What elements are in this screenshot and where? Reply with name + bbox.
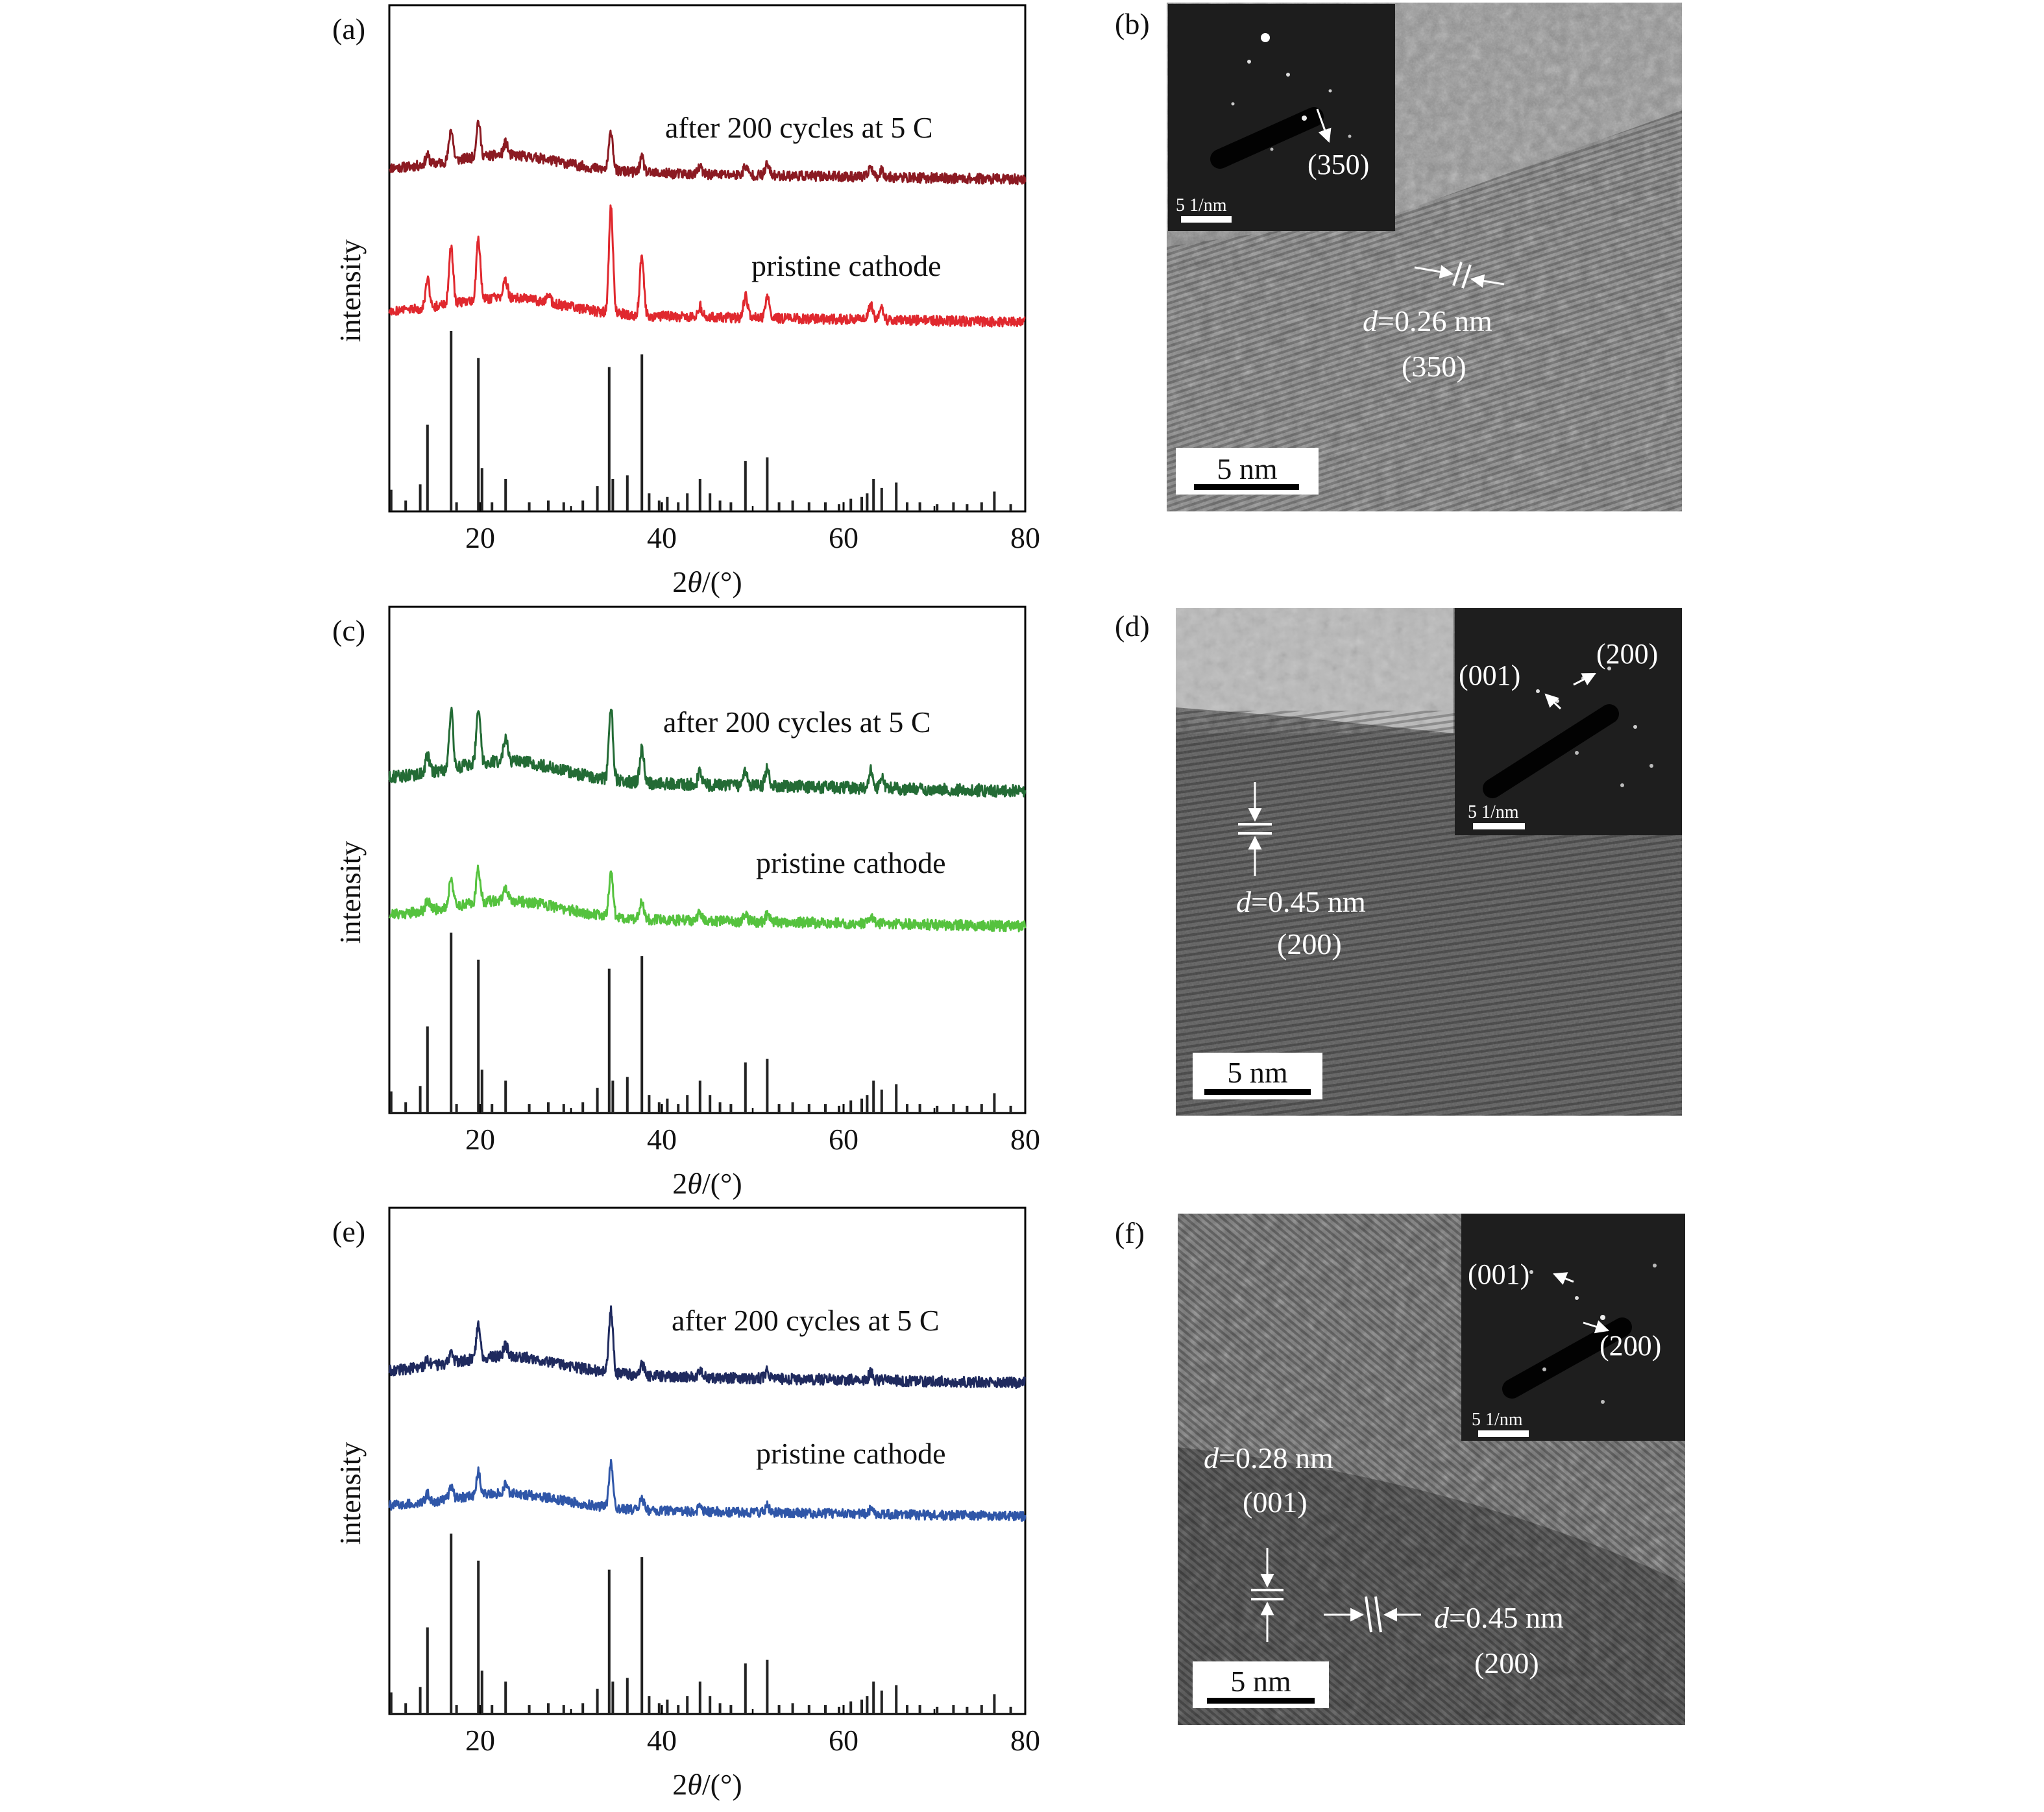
- inset-plane-label: (001): [1468, 1258, 1529, 1290]
- x-tick-label: 40: [647, 521, 677, 554]
- series-line-pristine: [388, 864, 1027, 933]
- micrograph-panel-b: (b) (350) 5 1/nm d=0.26 nm (350): [1115, 3, 1682, 511]
- x-tick-label: 80: [1010, 1123, 1040, 1156]
- series-label-cycled: after 200 cycles at 5 C: [665, 111, 933, 144]
- lattice-plane-label: (200): [1474, 1647, 1539, 1680]
- scale-bar: 5 nm: [1176, 448, 1319, 495]
- chart-panel-c: (c) 20 40 60 80 intensity 2θ/(°) after 200 …: [332, 606, 1040, 1200]
- saed-inset: (001) (200) 5 1/nm: [1455, 608, 1682, 835]
- panel-label-f: (f): [1115, 1216, 1145, 1249]
- inset-scale-bar-label: 5 1/nm: [1176, 195, 1227, 215]
- plot-area: 20 40 60 80: [388, 1305, 1040, 1757]
- chart-panel-e: (e) 20 40 60 80 intensity 2θ/(°) after 200 …: [332, 1206, 1040, 1801]
- inset-plane-label: (350): [1308, 149, 1369, 180]
- scale-bar-label: 5 nm: [1230, 1665, 1291, 1698]
- lattice-spacing-marker-001: d=0.28 nm (001): [1204, 1441, 1333, 1642]
- chart-panel-a: (a) 20 40 60 80 intensity 2θ/(°) after 200 …: [332, 4, 1040, 598]
- hrtem-image: [1176, 608, 1682, 1116]
- x-tick-label: 60: [829, 1123, 858, 1156]
- plot-frame: [388, 606, 1027, 1114]
- y-axis-label: intensity: [334, 239, 367, 342]
- lattice-spacing-marker: d=0.45 nm (200): [1236, 782, 1366, 961]
- x-tick-label: 60: [829, 521, 858, 554]
- plot-frame: [388, 1206, 1027, 1715]
- series-label-pristine: pristine cathode: [756, 846, 946, 879]
- inset-scale-bar: [1478, 1430, 1529, 1437]
- reference-pattern: [389, 933, 1012, 1113]
- x-tick-label: 20: [465, 521, 495, 554]
- x-axis-label: 2θ/(°): [672, 1768, 742, 1801]
- d-spacing-label: d=0.26 nm: [1363, 304, 1492, 337]
- scale-bar-label: 5 nm: [1227, 1056, 1288, 1089]
- inset-plane-label: (200): [1600, 1330, 1661, 1362]
- hrtem-image: [1178, 1214, 1685, 1725]
- panel-label-d: (d): [1115, 609, 1150, 643]
- inset-scale-bar-label: 5 1/nm: [1468, 802, 1519, 822]
- lattice-spacing-marker: d=0.26 nm (350): [1363, 262, 1505, 383]
- panel-label-c: (c): [332, 614, 365, 647]
- micrograph-panel-f: (f) (001) (200) 5 1/nm d=0.28 nm (001): [1115, 1214, 1685, 1725]
- x-tick-label: 20: [465, 1724, 495, 1757]
- scale-bar: 5 nm: [1193, 1661, 1329, 1708]
- y-axis-label: intensity: [334, 841, 367, 944]
- x-tick-label: 60: [829, 1724, 858, 1757]
- plot-area: 20 40 60 80: [388, 706, 1040, 1156]
- inset-plane-label: (001): [1459, 659, 1520, 691]
- inset-scale-bar-label: 5 1/nm: [1472, 1410, 1523, 1430]
- d-spacing-label: d=0.45 nm: [1236, 885, 1366, 918]
- series-line-cycled: [388, 1305, 1027, 1390]
- reference-pattern: [389, 331, 1012, 511]
- lattice-plane-label: (350): [1402, 350, 1466, 383]
- x-tick-label: 40: [647, 1724, 677, 1757]
- series-line-pristine: [388, 204, 1026, 328]
- panel-label-b: (b): [1115, 7, 1150, 40]
- d-spacing-label: d=0.28 nm: [1204, 1441, 1333, 1475]
- plot-area: 20 40 60 80: [388, 119, 1040, 554]
- x-tick-label: 80: [1010, 521, 1040, 554]
- hrtem-image: [1167, 3, 1682, 511]
- scale-bar: 5 nm: [1193, 1053, 1322, 1099]
- saed-inset: (350) 5 1/nm: [1168, 4, 1395, 231]
- reference-pattern: [389, 1534, 1012, 1714]
- panel-label-e: (e): [332, 1215, 365, 1248]
- d-spacing-label: d=0.45 nm: [1434, 1601, 1564, 1634]
- x-axis-label: 2θ/(°): [672, 1167, 742, 1200]
- y-axis-label: intensity: [334, 1442, 367, 1545]
- series-label-pristine: pristine cathode: [756, 1437, 946, 1470]
- lattice-plane-label: (001): [1243, 1486, 1308, 1519]
- panel-label-a: (a): [332, 12, 365, 45]
- scale-bar-label: 5 nm: [1217, 452, 1278, 485]
- series-label-cycled: after 200 cycles at 5 C: [672, 1304, 940, 1337]
- x-tick-label: 40: [647, 1123, 677, 1156]
- series-line-cycled: [389, 119, 1027, 186]
- series-line-cycled: [388, 706, 1027, 798]
- inset-plane-label: (200): [1596, 638, 1658, 670]
- inset-scale-bar: [1181, 216, 1232, 223]
- micrograph-panel-d: (d) (001) (200) 5 1/nm d=: [1115, 608, 1682, 1116]
- plot-frame: [388, 4, 1027, 513]
- series-label-cycled: after 200 cycles at 5 C: [663, 705, 931, 739]
- lattice-spacing-marker-200: d=0.45 nm (200): [1324, 1596, 1564, 1680]
- series-line-pristine: [388, 1458, 1027, 1522]
- series-label-pristine: pristine cathode: [751, 249, 942, 282]
- x-tick-label: 20: [465, 1123, 495, 1156]
- saed-inset: (001) (200) 5 1/nm: [1461, 1214, 1685, 1441]
- x-tick-label: 80: [1010, 1724, 1040, 1757]
- inset-scale-bar: [1473, 823, 1525, 829]
- lattice-plane-label: (200): [1277, 927, 1342, 961]
- x-axis-label: 2θ/(°): [672, 565, 742, 598]
